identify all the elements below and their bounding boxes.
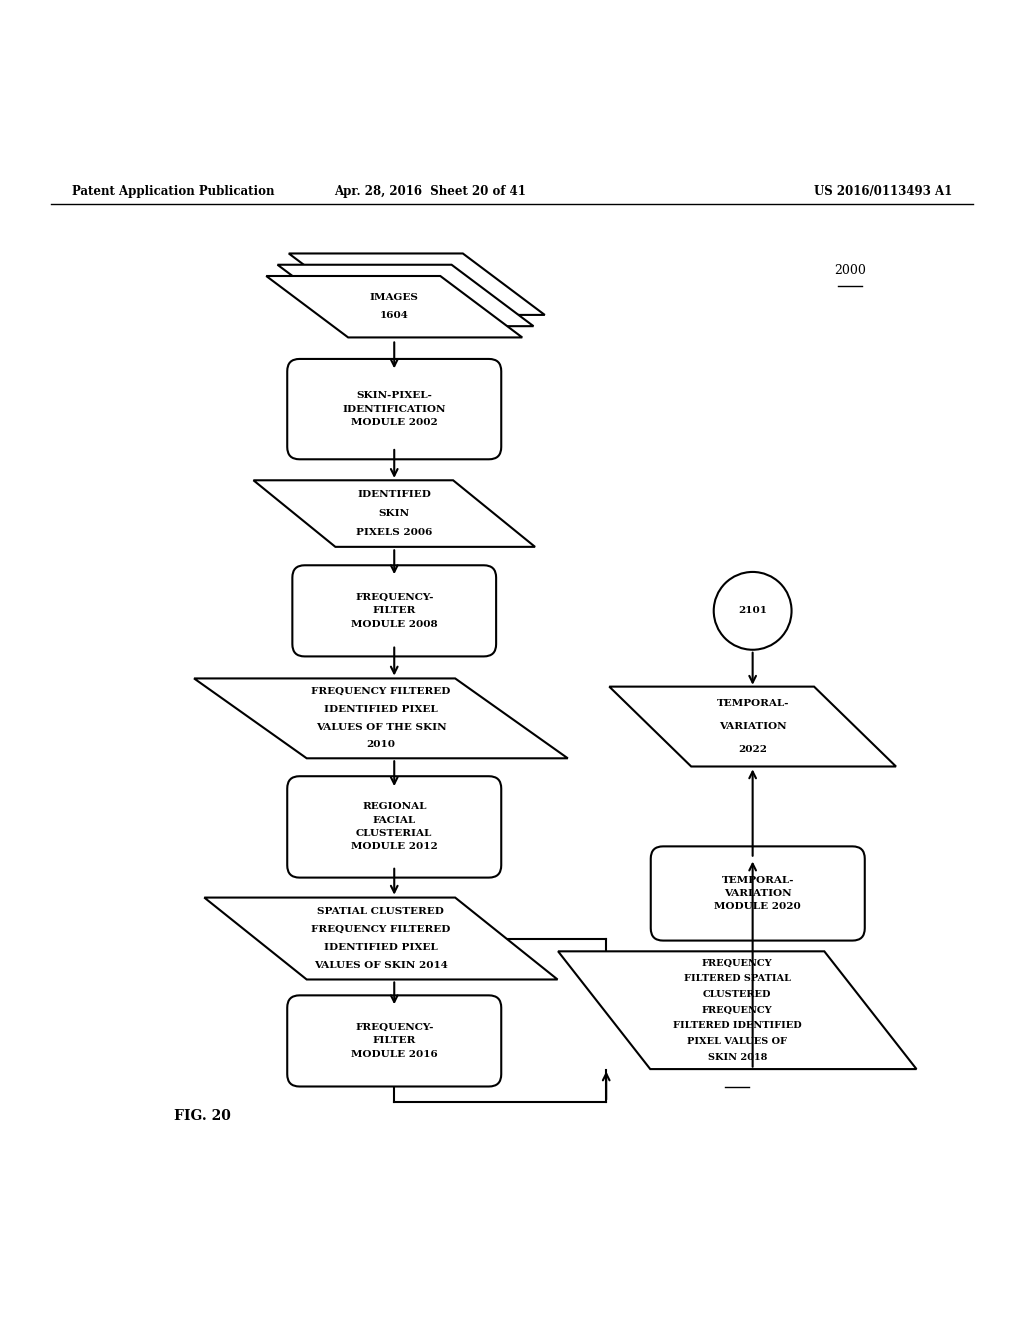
Text: IDENTIFIED PIXEL: IDENTIFIED PIXEL <box>324 705 438 714</box>
FancyBboxPatch shape <box>287 995 501 1086</box>
Text: SPATIAL CLUSTERED: SPATIAL CLUSTERED <box>317 907 444 916</box>
Text: IMAGES: IMAGES <box>370 293 419 302</box>
Text: FREQUENCY FILTERED: FREQUENCY FILTERED <box>311 688 451 696</box>
Text: FREQUENCY-: FREQUENCY- <box>355 593 433 602</box>
Text: CLUSTERED: CLUSTERED <box>703 990 771 999</box>
Polygon shape <box>205 898 557 979</box>
Text: Apr. 28, 2016  Sheet 20 of 41: Apr. 28, 2016 Sheet 20 of 41 <box>334 185 526 198</box>
Text: 2010: 2010 <box>367 741 395 750</box>
Text: FREQUENCY FILTERED: FREQUENCY FILTERED <box>311 925 451 935</box>
Text: IDENTIFIED PIXEL: IDENTIFIED PIXEL <box>324 942 438 952</box>
Text: IDENTIFICATION: IDENTIFICATION <box>342 405 446 413</box>
Text: SKIN 2018: SKIN 2018 <box>708 1053 767 1061</box>
Polygon shape <box>609 686 896 767</box>
Text: Patent Application Publication: Patent Application Publication <box>72 185 274 198</box>
Text: MODULE 2002: MODULE 2002 <box>351 418 437 426</box>
Text: 1604: 1604 <box>380 312 409 321</box>
Text: CLUSTERIAL: CLUSTERIAL <box>356 829 432 838</box>
Text: SKIN: SKIN <box>379 510 410 517</box>
Text: FILTERED SPATIAL: FILTERED SPATIAL <box>684 974 791 983</box>
Text: MODULE 2016: MODULE 2016 <box>351 1049 437 1059</box>
Text: VARIATION: VARIATION <box>719 722 786 731</box>
Text: VALUES OF SKIN 2014: VALUES OF SKIN 2014 <box>314 961 447 970</box>
FancyBboxPatch shape <box>651 846 864 941</box>
Text: TEMPORAL-: TEMPORAL- <box>717 700 788 709</box>
Text: PIXELS 2006: PIXELS 2006 <box>356 528 432 537</box>
Text: FILTER: FILTER <box>373 606 416 615</box>
FancyBboxPatch shape <box>293 565 496 656</box>
Text: 2101: 2101 <box>738 606 767 615</box>
Text: FILTER: FILTER <box>373 1036 416 1045</box>
Text: FACIAL: FACIAL <box>373 816 416 825</box>
Text: REGIONAL: REGIONAL <box>362 803 426 812</box>
Text: 2022: 2022 <box>738 744 767 754</box>
Polygon shape <box>266 276 522 338</box>
Text: 2000: 2000 <box>834 264 866 277</box>
Polygon shape <box>558 952 916 1069</box>
Text: MODULE 2020: MODULE 2020 <box>715 903 801 911</box>
Polygon shape <box>289 253 545 315</box>
Text: FREQUENCY: FREQUENCY <box>702 958 772 968</box>
Text: MODULE 2012: MODULE 2012 <box>351 842 437 851</box>
Text: SKIN-PIXEL-: SKIN-PIXEL- <box>356 391 432 400</box>
Text: MODULE 2008: MODULE 2008 <box>351 619 437 628</box>
Text: VARIATION: VARIATION <box>724 888 792 898</box>
Polygon shape <box>253 480 535 546</box>
Text: FIG. 20: FIG. 20 <box>174 1109 231 1123</box>
Polygon shape <box>195 678 567 758</box>
Text: FREQUENCY: FREQUENCY <box>702 1006 772 1015</box>
Text: TEMPORAL-: TEMPORAL- <box>722 875 794 884</box>
Text: FREQUENCY-: FREQUENCY- <box>355 1023 433 1032</box>
FancyBboxPatch shape <box>287 359 501 459</box>
Text: IDENTIFIED: IDENTIFIED <box>357 490 431 499</box>
FancyBboxPatch shape <box>287 776 501 878</box>
Circle shape <box>714 572 792 649</box>
Text: PIXEL VALUES OF: PIXEL VALUES OF <box>687 1038 787 1047</box>
Text: VALUES OF THE SKIN: VALUES OF THE SKIN <box>315 723 446 731</box>
Text: US 2016/0113493 A1: US 2016/0113493 A1 <box>814 185 952 198</box>
Text: FILTERED IDENTIFIED: FILTERED IDENTIFIED <box>673 1022 802 1031</box>
Polygon shape <box>278 265 534 326</box>
